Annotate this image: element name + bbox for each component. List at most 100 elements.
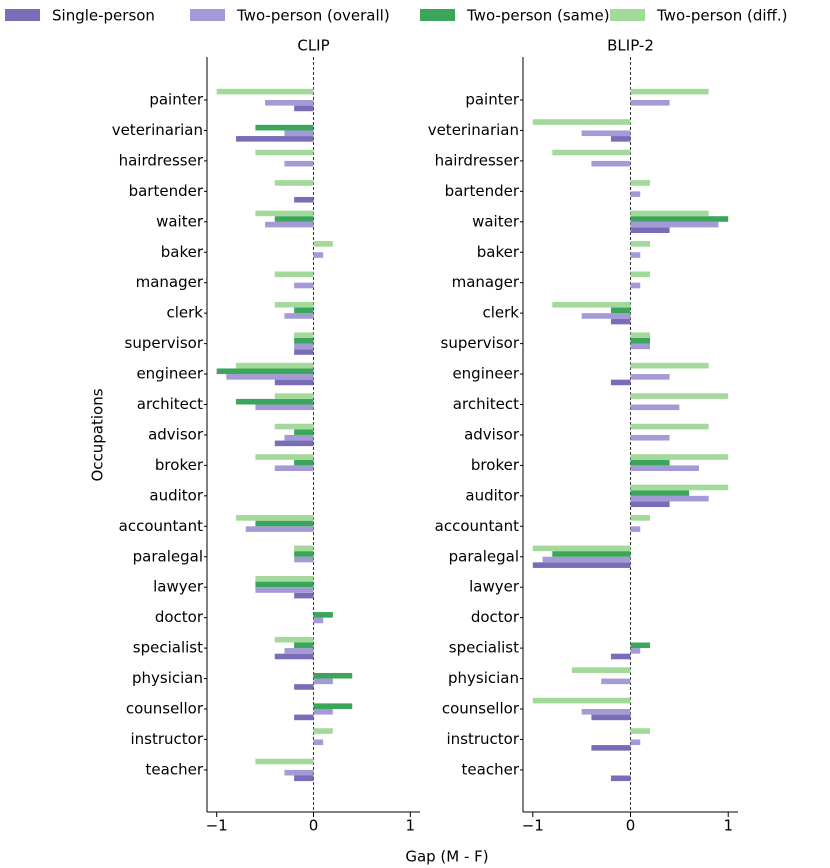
bar: [313, 252, 324, 258]
bar: [284, 160, 314, 167]
bar: [294, 338, 314, 344]
bar: [284, 434, 314, 441]
bar: [630, 465, 699, 471]
bar: [630, 423, 709, 430]
bar: [581, 313, 631, 319]
bar: [255, 404, 314, 411]
bar: [552, 149, 631, 156]
bar: [591, 160, 631, 167]
bar: [255, 149, 314, 156]
bar: [630, 180, 651, 186]
bar: [294, 545, 314, 552]
legend-label: Two-person (same): [466, 7, 610, 25]
bar: [630, 362, 709, 369]
bar: [236, 136, 314, 142]
legend-label: Single-person: [52, 7, 155, 25]
bar: [294, 775, 314, 782]
category-label: instructor: [130, 730, 203, 748]
bar: [630, 271, 651, 278]
bar: [294, 642, 314, 649]
bar: [630, 648, 641, 654]
category-label: teacher: [146, 760, 204, 778]
bar: [284, 769, 314, 776]
bar: [630, 393, 729, 399]
category-label: physician: [132, 669, 203, 687]
bar: [294, 332, 314, 338]
bar: [630, 374, 670, 380]
bar: [294, 551, 314, 557]
category-label: architect: [453, 395, 519, 413]
category-label: painter: [149, 91, 203, 109]
bar: [313, 617, 324, 624]
category-label: manager: [452, 273, 520, 291]
bar: [274, 423, 314, 430]
bar: [284, 313, 314, 319]
bar: [630, 454, 729, 460]
category-label: waiter: [156, 212, 204, 230]
bar: [630, 515, 651, 521]
category-label: broker: [155, 456, 204, 474]
category-label: supervisor: [441, 334, 520, 352]
bar: [581, 130, 631, 137]
bar: [591, 745, 631, 751]
category-label: auditor: [465, 486, 519, 504]
bar: [630, 501, 670, 508]
category-label: supervisor: [125, 334, 204, 352]
bar: [630, 241, 651, 247]
bar: [532, 119, 631, 125]
bar: [294, 343, 314, 350]
bar: [313, 678, 333, 685]
bar: [236, 362, 314, 369]
category-label: architect: [137, 395, 203, 413]
bar: [630, 338, 651, 344]
bar: [294, 282, 314, 289]
bar: [571, 667, 631, 673]
bar: [313, 703, 353, 709]
category-label: advisor: [148, 425, 204, 443]
bar: [294, 349, 314, 355]
bar: [630, 343, 651, 350]
category-label: painter: [465, 91, 519, 109]
legend-swatch: [190, 9, 225, 21]
x-tick-label: 0: [309, 817, 319, 835]
category-label: lawyer: [153, 578, 204, 596]
bar: [294, 714, 314, 721]
category-label: clerk: [483, 304, 520, 322]
bar: [236, 515, 314, 521]
bar: [255, 758, 314, 765]
category-label: hairdresser: [435, 151, 520, 169]
bar: [226, 374, 314, 380]
bar: [630, 332, 651, 338]
bar: [255, 124, 314, 131]
bar: [274, 180, 314, 186]
bar: [542, 556, 631, 563]
bar: [313, 728, 333, 734]
category-label: doctor: [155, 608, 204, 626]
bar: [552, 551, 631, 557]
category-label: bartender: [129, 182, 204, 200]
bar: [313, 241, 333, 247]
bar: [630, 490, 690, 496]
x-tick-label: −1: [522, 817, 544, 835]
bar: [532, 545, 631, 552]
bar: [216, 368, 314, 375]
category-label: engineer: [136, 365, 203, 383]
bar: [265, 221, 314, 228]
category-label: waiter: [472, 212, 520, 230]
bar: [294, 105, 314, 112]
panel-title: BLIP-2: [607, 37, 654, 55]
bar: [255, 576, 314, 582]
x-tick-label: −1: [206, 817, 228, 835]
category-label: accountant: [435, 517, 519, 535]
bar: [630, 459, 670, 466]
category-label: engineer: [452, 365, 519, 383]
category-label: specialist: [449, 639, 519, 657]
category-label: baker: [161, 243, 204, 261]
bar: [591, 714, 631, 721]
bar: [255, 587, 314, 593]
bar: [274, 465, 314, 471]
category-label: veterinarian: [428, 121, 519, 139]
category-label: paralegal: [133, 547, 203, 565]
bar: [552, 301, 631, 308]
bar: [630, 216, 729, 222]
